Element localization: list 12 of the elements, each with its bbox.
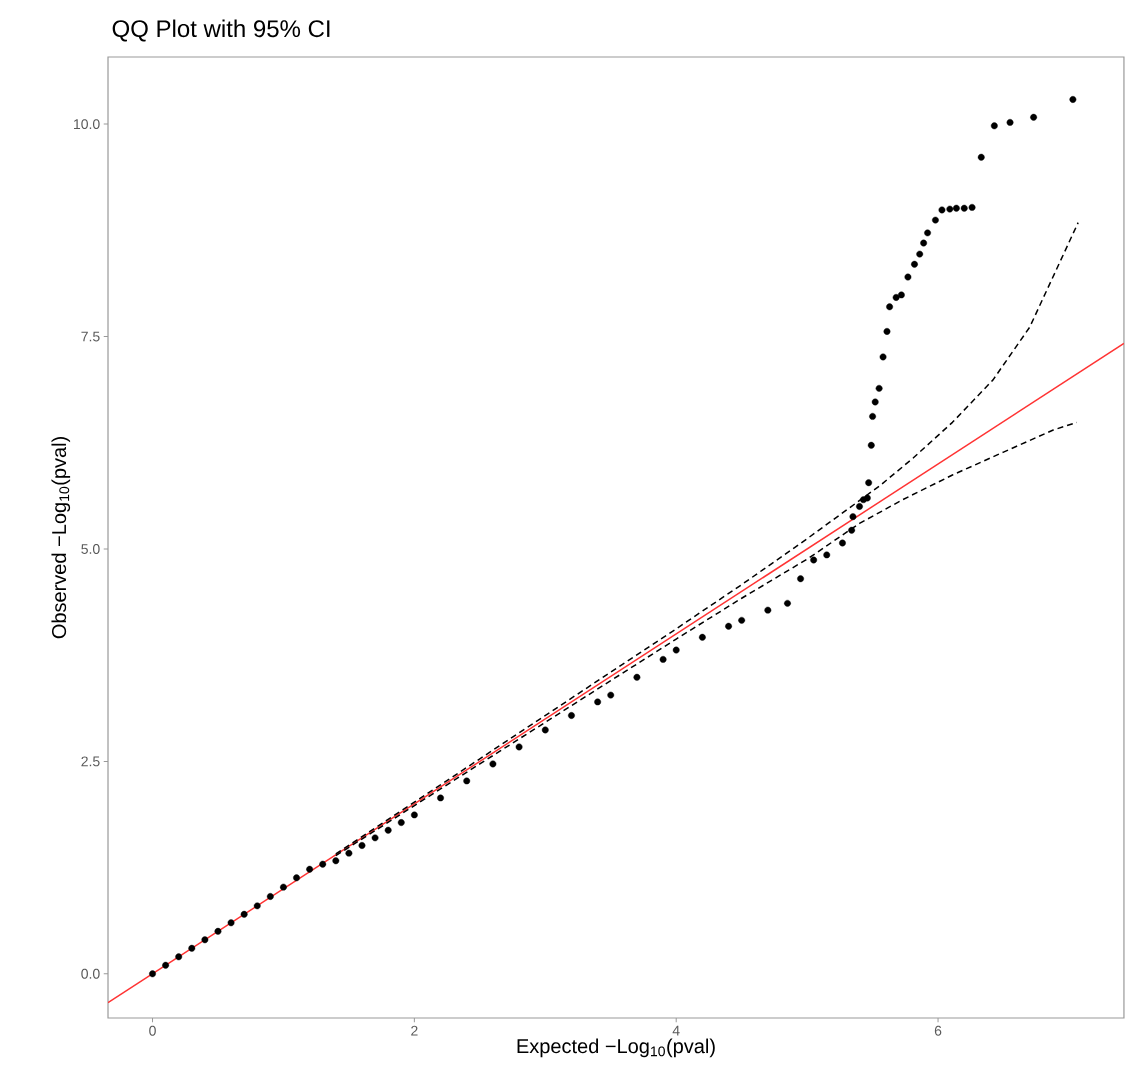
x-axis-title: Expected −Log$_{10}$(pval) bbox=[517, 1038, 715, 1058]
y-tick-label: 7.5 bbox=[81, 331, 100, 342]
x-tick-label: 0 bbox=[149, 1025, 156, 1036]
y-tick-label: 5.0 bbox=[81, 543, 100, 554]
x-tick-label: 6 bbox=[934, 1025, 942, 1036]
y-tick-label: 0.0 bbox=[81, 968, 100, 979]
x-tick-label: 4 bbox=[672, 1025, 680, 1036]
y-tick-label: 2.5 bbox=[81, 756, 100, 767]
x-tick-label: 2 bbox=[411, 1025, 418, 1036]
chart-title: QQ Plot with 95% CI bbox=[112, 19, 330, 42]
y-tick-label: 10.0 bbox=[74, 119, 100, 130]
y-axis-title: Observed −Log$_{10}$(pval) bbox=[51, 437, 71, 639]
